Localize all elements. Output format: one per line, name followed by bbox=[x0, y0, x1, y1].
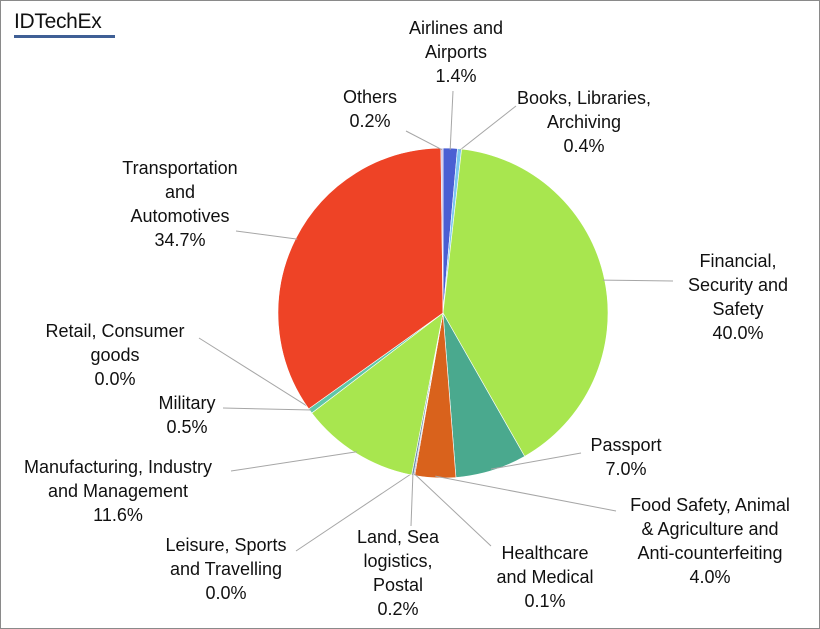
label-value: 11.6% bbox=[93, 505, 143, 525]
data-label-land-sea-logistics-postal: Land, Sea logistics, Postal 0.2% bbox=[357, 525, 439, 621]
leader-line-books-libraries-archiving bbox=[459, 105, 517, 151]
label-text: Retail, Consumer bbox=[45, 321, 185, 341]
pie-slice-manufacturing-industry-and-management bbox=[311, 312, 444, 476]
leader-line-passport bbox=[490, 452, 582, 470]
data-label-retail-consumer-goods: Retail, Consumer goods 0.0% bbox=[45, 319, 184, 391]
pie-slice-others bbox=[440, 147, 444, 314]
label-text: Books, Libraries, bbox=[516, 88, 652, 108]
label-value: 4.0% bbox=[689, 567, 731, 587]
label-text: Leisure, Sports bbox=[165, 535, 287, 555]
label-text: Postal bbox=[372, 575, 424, 595]
label-value: 0.0% bbox=[94, 369, 136, 389]
data-label-transportation-and-automotives: Transportation and Automotives 34.7% bbox=[122, 156, 237, 252]
label-text: goods bbox=[90, 345, 140, 365]
leader-line-financial-security-and-safety bbox=[603, 279, 674, 282]
label-text: Land, Sea bbox=[356, 527, 440, 547]
data-label-airlines-and-airports: Airlines and Airports 1.4% bbox=[409, 16, 503, 88]
leader-line-manufacturing-industry-and-management bbox=[230, 451, 357, 472]
label-text: Airlines and bbox=[408, 18, 504, 38]
leader-line-others bbox=[405, 130, 443, 151]
data-label-manufacturing-industry-and-management: Manufacturing, Industry and Management 11.… bbox=[24, 455, 212, 527]
label-value: 34.7% bbox=[154, 230, 206, 250]
label-value: 0.2% bbox=[349, 111, 391, 131]
data-label-financial-security-and-safety: Financial, Security and Safety 40.0% bbox=[688, 249, 788, 345]
label-text: Manufacturing, Industry bbox=[23, 457, 213, 477]
label-value: 0.4% bbox=[563, 136, 605, 156]
label-value: 0.2% bbox=[377, 599, 419, 619]
label-value: 40.0% bbox=[712, 323, 764, 343]
label-value: 0.0% bbox=[205, 583, 247, 603]
leader-line-land-sea-logistics-postal bbox=[410, 473, 414, 527]
data-label-healthcare-and-medical: Healthcare and Medical 0.1% bbox=[496, 541, 593, 613]
leader-line-healthcare-and-medical bbox=[414, 473, 492, 547]
data-label-books-libraries-archiving: Books, Libraries, Archiving 0.4% bbox=[517, 86, 651, 158]
label-value: 1.4% bbox=[435, 66, 477, 86]
idtechex-logo: IDTechEx bbox=[14, 10, 102, 33]
label-text: Food Safety, Animal bbox=[630, 495, 790, 515]
label-text: Financial, bbox=[699, 251, 777, 271]
label-text: and bbox=[164, 182, 196, 202]
label-text: Archiving bbox=[546, 112, 622, 132]
leader-line-food-safety-animal-agriculture-and-anti-counterfeiting bbox=[435, 475, 617, 512]
label-text: Military bbox=[158, 393, 216, 413]
leader-line-leisure-sports-and-travelling bbox=[295, 472, 413, 552]
data-label-military: Military 0.5% bbox=[159, 391, 216, 439]
label-value: 0.5% bbox=[166, 417, 208, 437]
leader-line-retail-consumer-goods bbox=[198, 337, 311, 409]
label-value: 7.0% bbox=[605, 459, 647, 479]
leader-line-transportation-and-automotives bbox=[235, 230, 298, 240]
data-label-others: Others 0.2% bbox=[343, 85, 397, 133]
data-label-passport: Passport 7.0% bbox=[590, 433, 661, 481]
label-text: Passport bbox=[590, 435, 662, 455]
label-text: and Management bbox=[47, 481, 189, 501]
label-value: 0.1% bbox=[524, 591, 566, 611]
label-text: Automotives bbox=[130, 206, 230, 226]
label-text: Security and bbox=[687, 275, 789, 295]
label-text: & Agriculture and bbox=[641, 519, 779, 539]
leader-line-airlines-and-airports bbox=[449, 90, 454, 150]
label-text: and Travelling bbox=[169, 559, 283, 579]
label-text: Transportation bbox=[122, 158, 238, 178]
pie-slice-transportation-and-automotives bbox=[277, 147, 444, 410]
label-text: logistics, bbox=[363, 551, 433, 571]
leader-line-military bbox=[222, 407, 312, 411]
label-text: Airports bbox=[424, 42, 487, 62]
data-label-food-safety-animal-agriculture-and-anti-counterfeiting: Food Safety, Animal & Agriculture and Anti… bbox=[630, 493, 790, 589]
label-text: Others bbox=[342, 87, 398, 107]
logo-underline bbox=[14, 35, 115, 38]
label-text: Safety bbox=[712, 299, 764, 319]
data-label-leisure-sports-and-travelling: Leisure, Sports and Travelling 0.0% bbox=[165, 533, 286, 605]
label-text: Anti-counterfeiting bbox=[637, 543, 783, 563]
label-text: and Medical bbox=[496, 567, 594, 587]
label-text: Healthcare bbox=[501, 543, 589, 563]
